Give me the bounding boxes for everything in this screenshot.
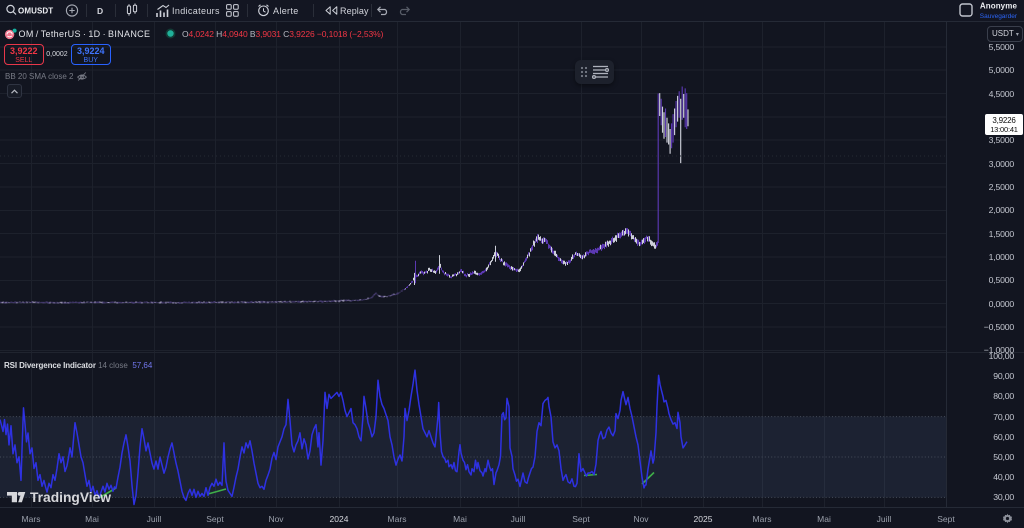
svg-text:TradingView: TradingView xyxy=(30,490,111,505)
